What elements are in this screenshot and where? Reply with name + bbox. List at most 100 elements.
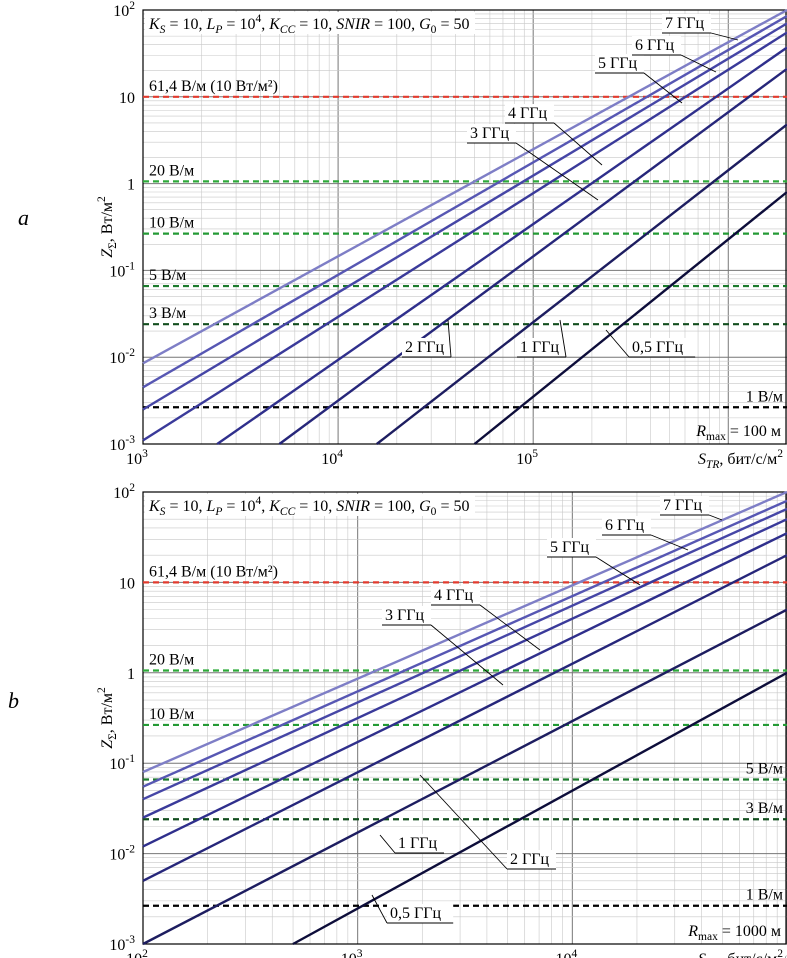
chart-panel-a: a 61,4 В/м (10 Вт/м²) 20 В/м 10 В/м 5 В/м 3 В…: [18, 0, 787, 471]
threshold-label: 3 В/м: [149, 305, 186, 322]
y-axis-label-group: ZΣ, Вт/м2: [96, 687, 119, 749]
threshold-label: 20 В/м: [149, 652, 194, 669]
threshold-label: 61,4 В/м (10 Вт/м²): [149, 563, 278, 580]
series-label-bg: [517, 338, 566, 357]
series-label: 6 ГГц: [605, 517, 645, 534]
series-line: [142, 22, 787, 411]
series-label-bg: [382, 606, 431, 625]
series-label: 4 ГГц: [508, 105, 548, 122]
series-label: 6 ГГц: [635, 37, 675, 54]
series-leader-line: [515, 142, 599, 201]
series-line: [142, 507, 787, 801]
y-axis-label-group: ZΣ, Вт/м2: [96, 196, 119, 258]
x-tick-label: 103: [126, 448, 148, 468]
series-label-bg: [505, 104, 554, 123]
series-line: [142, 554, 787, 882]
series-line: [142, 518, 787, 819]
series-label: 2 ГГц: [510, 851, 550, 868]
series-leader-line: [559, 319, 567, 358]
y-axis-label: ZΣ, Вт/м2: [96, 687, 119, 749]
series-leader-line: [430, 624, 504, 686]
series-label: 1 ГГц: [520, 339, 560, 356]
threshold-label: 3 В/м: [746, 800, 783, 817]
series-label-bg: [507, 850, 556, 869]
series-leader-line: [710, 32, 739, 41]
series-label: 4 ГГц: [434, 587, 474, 604]
series-label-bg: [547, 538, 596, 557]
threshold-label: 20 В/м: [149, 162, 194, 179]
series-leader-line: [708, 514, 723, 521]
panel-letter: b: [8, 688, 19, 713]
series-label-bg: [662, 14, 711, 33]
y-tick-labels: 10-3 10-2 10-1 1 10 102: [109, 0, 135, 454]
threshold-label: 61,4 В/м (10 Вт/м²): [149, 78, 278, 95]
series-label: 3 ГГц: [470, 125, 510, 142]
series-leader-line: [447, 319, 452, 358]
series-leader-line: [479, 604, 541, 651]
series-label: 0,5 ГГц: [390, 905, 442, 922]
series-line: [473, 191, 787, 445]
series-leader-line: [379, 834, 396, 854]
series-line: [376, 123, 787, 445]
y-tick-label: 1: [127, 177, 135, 194]
xlabel-bg: [657, 947, 785, 958]
series-leader-line: [680, 54, 717, 73]
threshold-label: 10 В/м: [149, 215, 194, 232]
y-tick-label: 10-3: [109, 934, 135, 954]
x-tick-labels: 103104105106: [126, 448, 733, 468]
xlabel-bg: [657, 447, 785, 467]
series-label-bg: [467, 124, 516, 143]
x-tick-label: 103: [341, 948, 363, 958]
series-line: [142, 608, 787, 946]
series-line: [142, 499, 787, 788]
y-tick-label: 10: [119, 575, 135, 592]
threshold-label: 1 В/м: [746, 388, 783, 405]
plot-frame: [142, 9, 787, 445]
series-label: 7 ГГц: [665, 15, 705, 32]
series-label-bg: [629, 338, 696, 357]
rmax-annotation: Rmax = 100 м: [695, 423, 781, 443]
params-text: KS = 10, LP = 104, KCC = 10, SNIR = 100,…: [148, 13, 469, 36]
series-label: 7 ГГц: [663, 497, 703, 514]
series-line: [142, 15, 787, 389]
series-line: [278, 67, 787, 445]
y-tick-label: 10: [119, 90, 135, 107]
y-tick-label: 1: [127, 666, 135, 683]
series-line: [142, 490, 787, 774]
rmax-annotation: Rmax = 1000 м: [687, 923, 781, 943]
series-label: 2 ГГц: [405, 339, 445, 356]
series-line: [142, 31, 787, 442]
series-label-bg: [595, 54, 644, 73]
series-label: 3 ГГц: [385, 607, 425, 624]
y-axis-label: ZΣ, Вт/м2: [96, 196, 119, 258]
series-label-bg: [402, 338, 451, 357]
series-leader-line: [643, 72, 683, 104]
x-axis-label: STR, бит/с/м2: [698, 948, 783, 958]
series-label-bg: [602, 516, 651, 535]
series-leader-line: [371, 894, 388, 924]
series-leader-line: [595, 556, 641, 586]
series-label-bg: [431, 586, 480, 605]
series-label-bg: [632, 36, 681, 55]
y-tick-label: 10-2: [109, 844, 135, 864]
series-label: 1 ГГц: [398, 835, 438, 852]
series-label: 5 ГГц: [598, 55, 638, 72]
y-tick-label: 10-1: [109, 260, 135, 280]
series-leader-line: [553, 122, 603, 166]
series-label-bg: [387, 904, 454, 923]
series-label: 0,5 ГГц: [632, 339, 684, 356]
threshold-label: 1 В/м: [746, 887, 783, 904]
series-leader-line: [605, 329, 630, 358]
y-tick-label: 10-2: [109, 347, 135, 367]
x-tick-label: 102: [126, 948, 148, 958]
series-line: [216, 46, 787, 445]
threshold-label: 10 В/м: [149, 706, 194, 723]
series-label-bg: [395, 834, 444, 853]
threshold-label: 5 В/м: [149, 267, 186, 284]
series-line: [142, 8, 787, 365]
x-tick-label: 105: [516, 448, 538, 468]
panel-letter: a: [18, 205, 29, 230]
plot-frame: [142, 491, 787, 945]
y-tick-label: 10-1: [109, 753, 135, 773]
